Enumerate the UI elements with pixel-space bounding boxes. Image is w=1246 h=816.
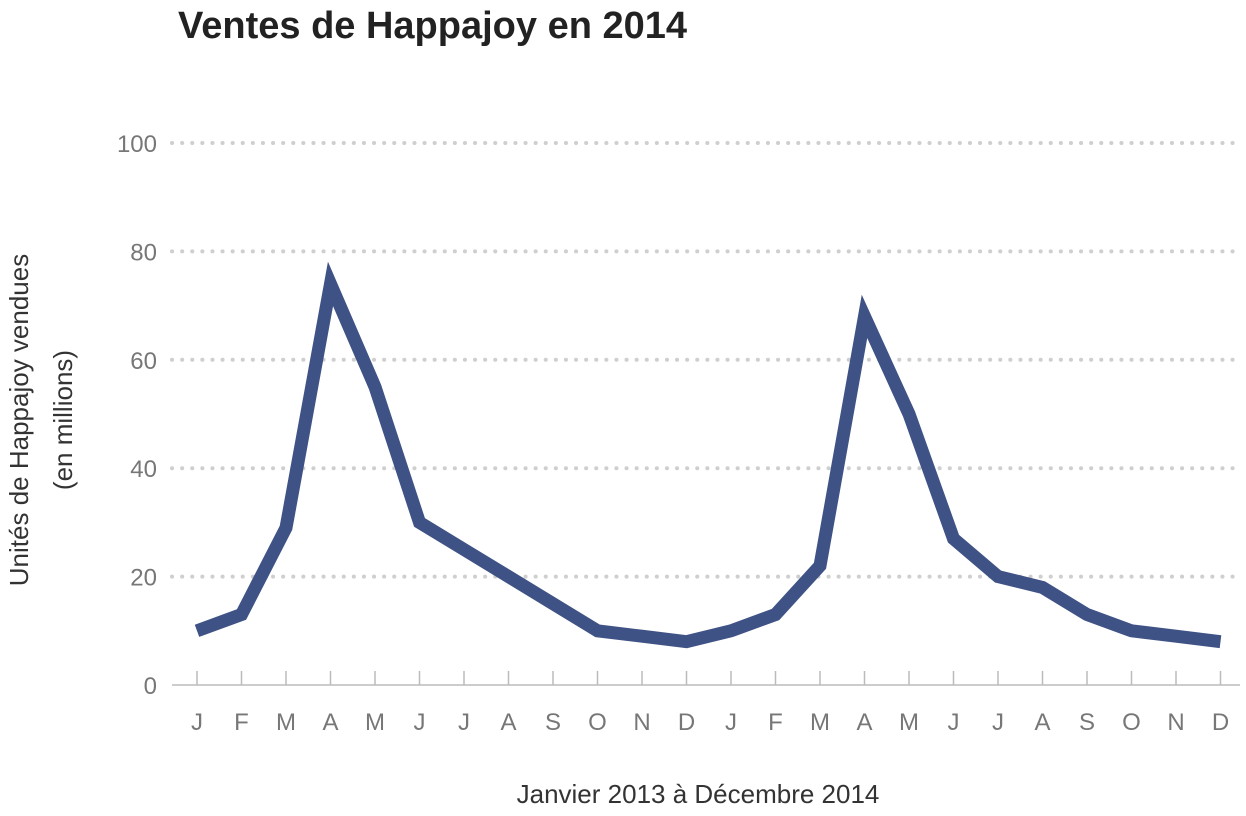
x-tick-label: D bbox=[678, 709, 695, 736]
x-tick-label: A bbox=[322, 709, 338, 736]
y-axis-label-line2: (en millions) bbox=[48, 350, 78, 490]
x-tick-label: O bbox=[588, 709, 607, 736]
x-tick-label: J bbox=[458, 709, 470, 736]
series-group bbox=[194, 261, 1222, 649]
y-axis-label: Unités de Happajoy vendues (en millions) bbox=[4, 254, 78, 586]
y-tick-label: 0 bbox=[144, 673, 157, 700]
y-tick-label: 80 bbox=[130, 239, 157, 266]
y-tick-label: 60 bbox=[130, 348, 157, 375]
x-axis-label: Janvier 2013 à Décembre 2014 bbox=[517, 779, 880, 809]
y-tick-labels: 0 20 40 60 80 100 bbox=[117, 131, 157, 700]
x-tick-label: J bbox=[992, 709, 1004, 736]
y-tick-label: 40 bbox=[130, 456, 157, 483]
x-tick-label: M bbox=[365, 709, 385, 736]
x-tick-label: J bbox=[948, 709, 960, 736]
x-tick-label: J bbox=[191, 709, 203, 736]
y-tick-label: 100 bbox=[117, 131, 157, 158]
x-tick-label: D bbox=[1212, 709, 1229, 736]
x-tick-label: A bbox=[1034, 709, 1050, 736]
x-tick-label: M bbox=[899, 709, 919, 736]
x-tick-label: F bbox=[234, 709, 249, 736]
x-tick-label: F bbox=[768, 709, 783, 736]
series-line-0 bbox=[194, 261, 1222, 649]
x-tick-label: J bbox=[414, 709, 426, 736]
x-tick-label: N bbox=[1167, 709, 1184, 736]
x-tick-label: A bbox=[856, 709, 872, 736]
x-tick-label: S bbox=[545, 709, 561, 736]
y-axis-label-line1: Unités de Happajoy vendues bbox=[4, 254, 34, 586]
chart-title: Ventes de Happajoy en 2014 bbox=[178, 5, 687, 47]
grid-lines bbox=[170, 141, 1242, 579]
x-tick-label: N bbox=[633, 709, 650, 736]
x-tick-label: S bbox=[1079, 709, 1095, 736]
x-tick-label: M bbox=[810, 709, 830, 736]
x-tick-label: J bbox=[725, 709, 737, 736]
x-tick-label: M bbox=[276, 709, 296, 736]
y-tick-label: 20 bbox=[130, 565, 157, 592]
x-tick-label: A bbox=[500, 709, 516, 736]
x-tick-label: O bbox=[1122, 709, 1141, 736]
